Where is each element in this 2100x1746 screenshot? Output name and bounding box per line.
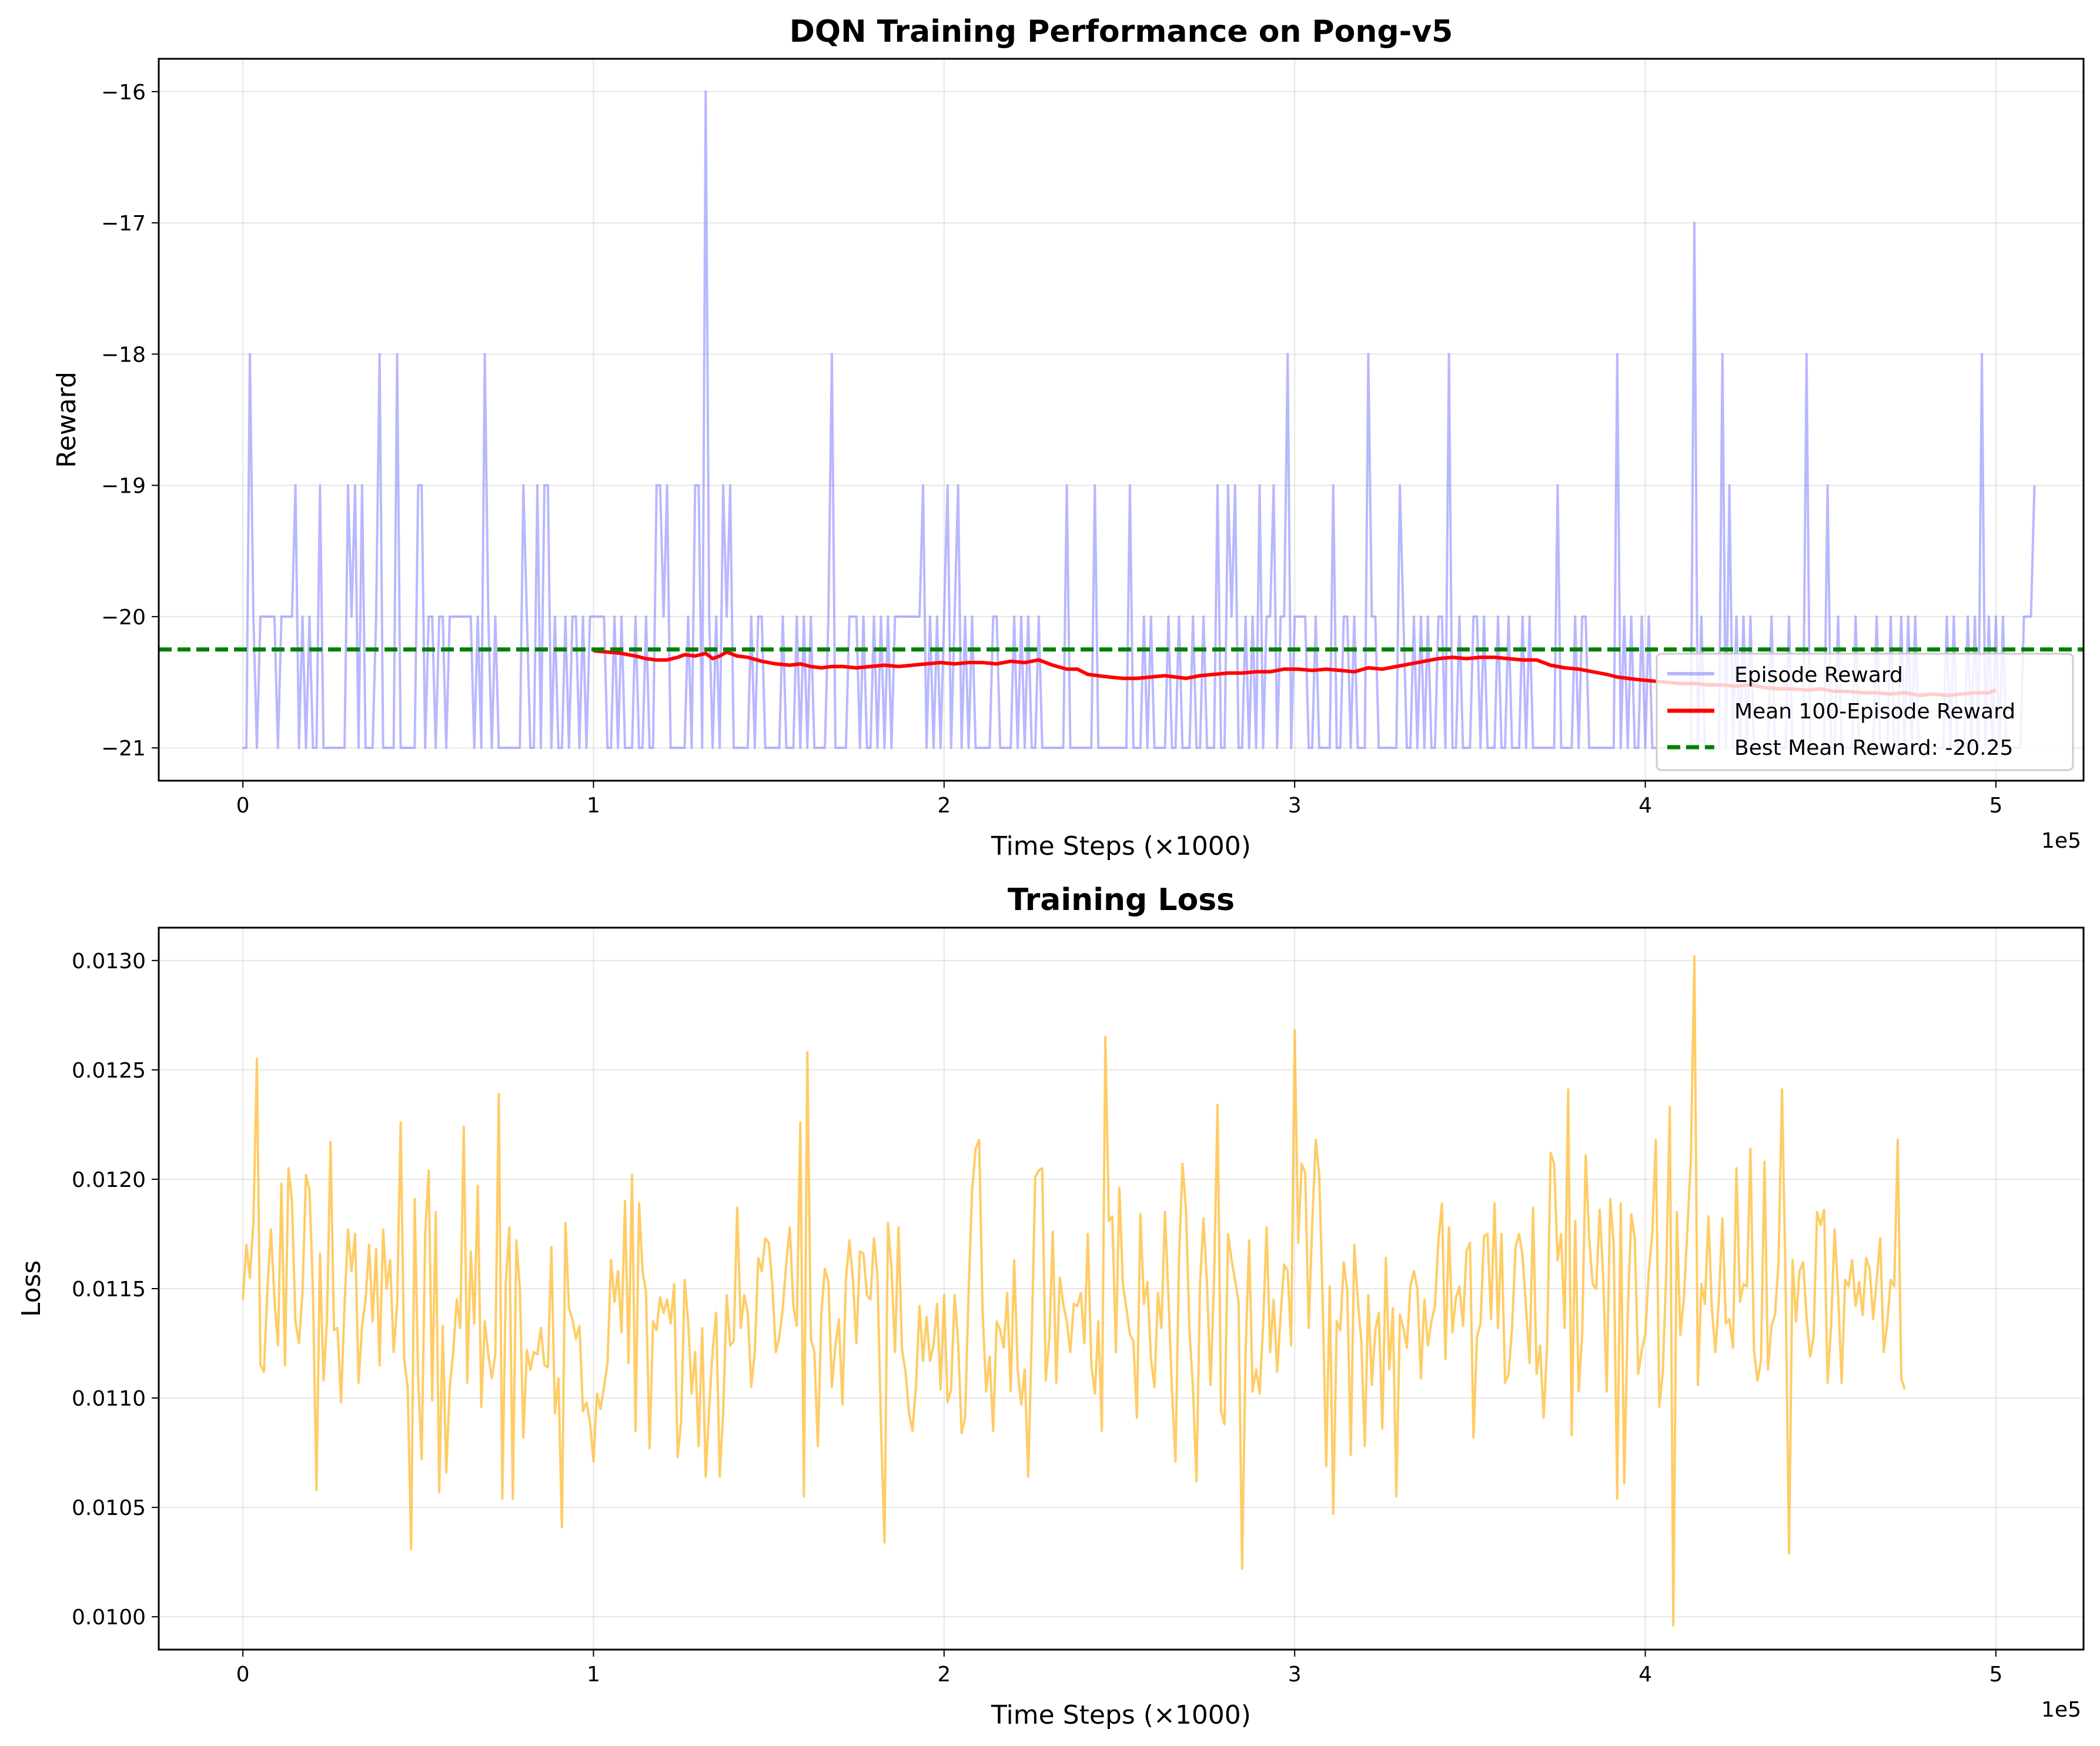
y-tick-label: 0.0110 — [72, 1387, 146, 1411]
loss-x-axis-label: Time Steps (×1000) — [991, 1700, 1251, 1730]
loss-y-ticks: 0.0100 0.0105 0.0110 0.0115 0.0120 0.0125 0.01… — [72, 949, 159, 1630]
legend-label-mean-reward: Mean 100-Episode Reward — [1734, 700, 2015, 724]
reward-x-axis-label: Time Steps (×1000) — [991, 831, 1251, 861]
reward-x-offset-text: 1e5 — [2041, 829, 2081, 853]
reward-x-ticks: 0 1 2 3 4 5 — [236, 781, 2002, 818]
x-tick-label: 5 — [1989, 1663, 2002, 1687]
y-tick-label: 0.0115 — [72, 1277, 146, 1302]
x-tick-label: 1 — [587, 1663, 600, 1687]
y-tick-label: 0.0105 — [72, 1496, 146, 1520]
x-tick-label: 3 — [1288, 794, 1302, 818]
loss-x-offset-text: 1e5 — [2041, 1698, 2081, 1722]
y-tick-label: 0.0130 — [72, 949, 146, 974]
x-tick-label: 0 — [236, 794, 250, 818]
y-tick-label: −21 — [101, 737, 146, 761]
x-tick-label: 2 — [937, 794, 951, 818]
y-tick-label: 0.0125 — [72, 1059, 146, 1083]
y-tick-label: −18 — [101, 343, 146, 367]
y-tick-label: −20 — [101, 606, 146, 630]
loss-y-axis-label: Loss — [16, 1260, 46, 1317]
y-tick-label: −17 — [101, 212, 146, 236]
reward-grid — [159, 59, 2084, 781]
legend: Episode Reward Mean 100-Episode Reward B… — [1656, 653, 2074, 771]
x-tick-label: 3 — [1288, 1663, 1302, 1687]
reward-chart-title: DQN Training Performance on Pong-v5 — [790, 14, 1453, 49]
x-tick-label: 4 — [1638, 1663, 1652, 1687]
y-tick-label: −19 — [101, 474, 146, 499]
loss-grid — [159, 928, 2084, 1650]
y-tick-label: 0.0100 — [72, 1605, 146, 1630]
x-tick-label: 0 — [236, 1663, 250, 1687]
legend-label-episode-reward: Episode Reward — [1734, 663, 1903, 687]
x-tick-label: 2 — [937, 1663, 951, 1687]
reward-chart: 0 1 2 3 4 5 −21 −20 −19 −18 −17 −16 DQN Training P… — [52, 14, 2085, 861]
y-tick-label: 0.0120 — [72, 1168, 146, 1192]
loss-chart-title: Training Loss — [1008, 882, 1235, 918]
loss-series — [242, 955, 1906, 1627]
episode-reward-line — [243, 90, 2036, 750]
legend-label-best-mean-reward: Best Mean Reward: -20.25 — [1734, 736, 2013, 760]
x-tick-label: 4 — [1638, 794, 1652, 818]
x-tick-label: 5 — [1989, 794, 2002, 818]
legend-box — [1656, 653, 2074, 771]
loss-x-ticks: 0 1 2 3 4 5 — [236, 1650, 2002, 1687]
reward-y-ticks: −21 −20 −19 −18 −17 −16 — [101, 81, 159, 761]
x-tick-label: 1 — [587, 794, 600, 818]
y-tick-label: −16 — [101, 81, 146, 105]
training-loss-line — [242, 955, 1906, 1627]
reward-y-axis-label: Reward — [52, 372, 82, 468]
reward-plot-frame — [158, 58, 2085, 782]
